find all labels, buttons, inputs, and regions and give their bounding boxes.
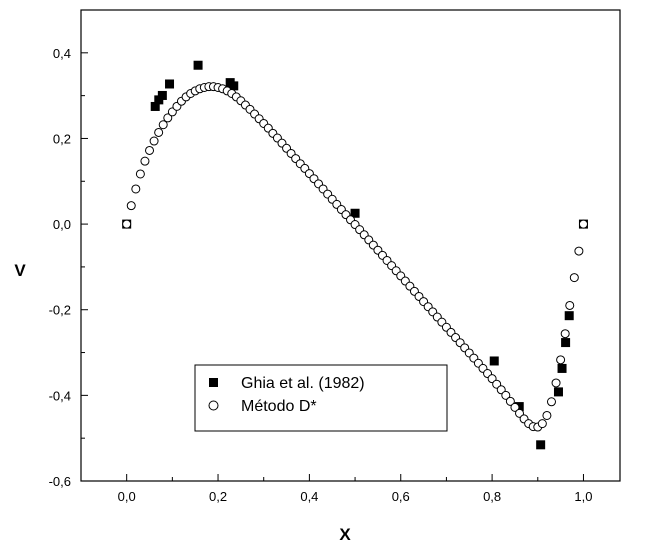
y-tick-label: -0,2 <box>49 303 71 318</box>
y-tick-label: 0,2 <box>53 131 71 146</box>
data-point-ghia <box>165 79 175 89</box>
axis-ticks <box>80 52 584 482</box>
data-point-metodo-d <box>140 156 150 166</box>
data-point-metodo-d <box>163 113 173 123</box>
data-point-ghia <box>489 356 499 366</box>
data-point-ghia <box>561 338 571 348</box>
data-point-metodo-d <box>537 419 547 429</box>
data-point-metodo-d <box>149 136 159 146</box>
data-point-metodo-d <box>510 402 520 412</box>
data-point-metodo-d <box>135 169 145 179</box>
legend-box <box>194 364 448 432</box>
data-point-metodo-d <box>501 390 511 400</box>
data-point-metodo-d <box>578 219 588 229</box>
legend-marker-metodo <box>208 400 219 411</box>
data-point-metodo-d <box>556 355 566 365</box>
x-tick-labels: 0,0 0,2 0,4 0,6 0,8 1,0 <box>118 489 593 504</box>
data-point-metodo-d <box>574 246 584 256</box>
y-tick-label: 0,0 <box>53 217 71 232</box>
data-point-metodo-d <box>131 184 141 194</box>
legend-label-metodo: Método D* <box>241 398 317 415</box>
data-point-ghia <box>536 440 546 450</box>
y-tick-label: 0,4 <box>53 46 71 61</box>
data-point-metodo-d <box>158 120 168 130</box>
data-point-ghia <box>150 101 160 111</box>
legend-marker-ghia <box>209 378 218 387</box>
data-point-ghia <box>229 81 239 91</box>
series-metodo-d <box>122 82 588 432</box>
data-point-metodo-d <box>542 410 552 420</box>
data-point-metodo-d <box>126 201 136 211</box>
x-tick-label: 1,0 <box>574 489 592 504</box>
data-point-metodo-d <box>546 397 556 407</box>
data-point-ghia <box>157 90 167 100</box>
x-tick-label: 0,4 <box>300 489 318 504</box>
legend: Ghia et al. (1982) Método D* <box>194 364 448 432</box>
y-tick-label: -0,6 <box>49 474 71 489</box>
data-point-metodo-d <box>122 219 132 229</box>
data-point-metodo-d <box>145 145 155 155</box>
data-point-ghia <box>193 60 203 70</box>
data-point-metodo-d <box>551 378 561 388</box>
x-tick-label: 0,2 <box>209 489 227 504</box>
data-point-ghia <box>553 387 563 397</box>
data-point-ghia <box>564 311 574 321</box>
data-point-metodo-d <box>569 273 579 283</box>
plot-frame <box>80 9 621 482</box>
data-point-metodo-d <box>154 127 164 137</box>
legend-label-ghia: Ghia et al. (1982) <box>241 375 365 392</box>
data-point-metodo-d <box>560 329 570 339</box>
x-tick-label: 0,8 <box>483 489 501 504</box>
x-axis-title: X <box>339 525 351 544</box>
y-axis-title: V <box>14 261 26 280</box>
data-point-ghia <box>350 208 360 218</box>
x-tick-label: 0,0 <box>118 489 136 504</box>
data-point-ghia <box>557 363 567 373</box>
data-point-metodo-d <box>565 300 575 310</box>
x-tick-label: 0,6 <box>392 489 410 504</box>
data-point-metodo-d <box>505 396 515 406</box>
y-tick-labels: -0,6 -0,4 -0,2 0,0 0,2 0,4 <box>49 46 71 489</box>
y-tick-label: -0,4 <box>49 388 71 403</box>
